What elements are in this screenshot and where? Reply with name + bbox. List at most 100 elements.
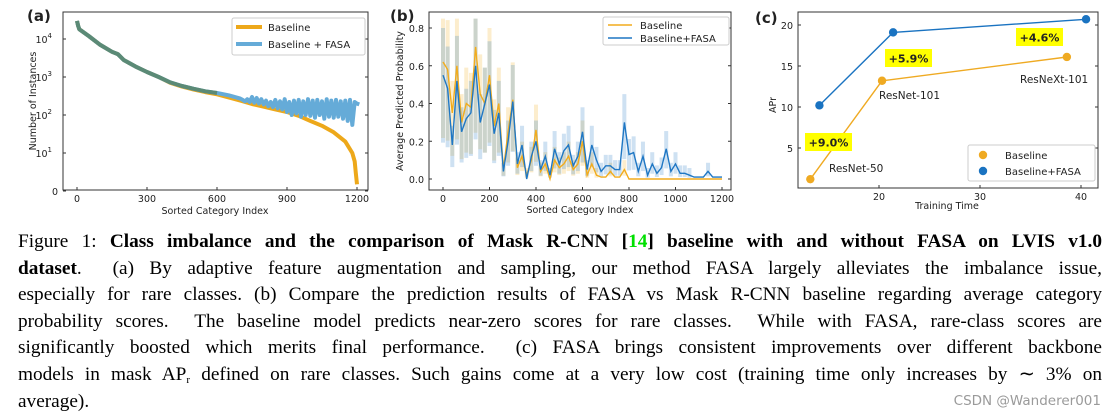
y-tick-label: 0.8: [409, 24, 424, 35]
y-tick-exponent: 1: [48, 146, 52, 154]
legend: Baseline Baseline + FASA: [231, 17, 366, 56]
point-label: ResNet-50: [829, 163, 883, 175]
point-label: ResNeXt-101: [1020, 74, 1088, 86]
plot-frame: [62, 11, 369, 191]
caption-line: dataset. (a) By adaptive feature augment…: [18, 256, 1102, 283]
x-tick-label: 1000: [663, 194, 687, 205]
caption-line: probability scores. The baseline model p…: [18, 309, 1102, 336]
y-tick-label: 0.0: [409, 175, 424, 186]
caption-text: models in mask AP: [18, 363, 187, 385]
y-tick-base: 10: [35, 73, 47, 84]
plot-frame: [797, 11, 1099, 189]
gain-label: +4.6%: [1020, 32, 1060, 45]
panel-label-c: (c): [755, 9, 778, 27]
y-tick-label: 104: [35, 32, 52, 46]
data-point: [1062, 52, 1072, 62]
plot-frame: [428, 11, 732, 191]
series-line-baseline: [442, 46, 722, 182]
x-axis-label: Sorted Category Index: [527, 205, 634, 216]
data-point: [815, 101, 824, 110]
x-tick-label: 0: [440, 194, 446, 205]
y-tick-base: 10: [35, 111, 47, 122]
data-point: [888, 28, 898, 37]
caption-line: Figure 1: Class imbalance and the compar…: [18, 229, 1102, 256]
y-tick-label: 0.6: [409, 62, 424, 73]
series-line-baseline-fasa: [442, 65, 722, 180]
y-tick-label: 15: [781, 62, 793, 73]
legend-box: [602, 16, 730, 46]
caption-text: defined on rare classes. Such gains come…: [190, 363, 1102, 385]
citation-link[interactable]: 14: [628, 231, 648, 252]
x-tick-label: 300: [138, 194, 156, 205]
legend-label: Baseline: [640, 21, 682, 32]
gain-highlight: [805, 133, 852, 151]
y-tick-label: 20: [781, 21, 793, 32]
x-tick-label: 1200: [710, 194, 734, 205]
caption-text: Class imbalance and the comparison of Ma…: [109, 231, 629, 252]
panel-label-b: (b): [390, 7, 414, 25]
y-tick-exponent: 2: [48, 108, 52, 116]
x-axis-label: Training Time: [914, 201, 979, 212]
figure-caption: Figure 1: Class imbalance and the compar…: [18, 229, 1102, 415]
x-tick-label: 600: [573, 194, 591, 205]
legend-box: [967, 144, 1096, 182]
data-point: [1081, 15, 1091, 24]
x-tick-label: 0: [74, 194, 80, 205]
caption-text: dataset: [18, 257, 77, 279]
caption-text: significantly boosted which merits final…: [18, 337, 1102, 359]
legend-label: Baseline: [268, 23, 310, 34]
y-tick-exponent: 3: [48, 70, 52, 78]
y-tick-label: 5: [787, 144, 793, 155]
y-tick-label: 0.4: [409, 100, 424, 111]
gain-label: +9.0%: [809, 137, 849, 150]
caption-line: average).: [18, 389, 1102, 416]
y-tick-label: 103: [35, 70, 52, 84]
caption-text: Figure 1:: [18, 231, 110, 252]
y-tick-label: 102: [35, 108, 52, 122]
data-point: [806, 174, 815, 184]
caption-line: especially for rare classes. (b) Compare…: [18, 282, 1102, 309]
legend-label: Baseline+FASA: [1005, 167, 1081, 178]
caption-text: especially for rare classes. (b) Compare…: [18, 284, 1102, 306]
series-overlap-line: [75, 20, 218, 95]
y-tick-base: 10: [35, 149, 47, 160]
caption-text: r: [186, 373, 191, 386]
y-tick-label: 0.2: [409, 137, 424, 148]
legend: Baseline Baseline+FASA: [602, 16, 730, 46]
y-tick-base: 10: [35, 35, 47, 46]
legend-marker: [978, 166, 988, 176]
watermark: CSDN @Wanderer001: [953, 393, 1101, 409]
x-tick-label: 200: [480, 194, 498, 205]
legend-box: [231, 17, 366, 56]
point-label: ResNet-101: [879, 90, 940, 102]
gain-highlight: [1016, 28, 1063, 46]
legend-label: Baseline+FASA: [640, 34, 716, 45]
data-point: [877, 76, 887, 85]
caption-line: models in mask APr defined on rare class…: [18, 362, 1102, 389]
x-tick-label: 400: [527, 194, 545, 205]
legend: Baseline Baseline+FASA: [967, 144, 1096, 182]
y-axis-label: APr: [768, 97, 779, 113]
x-tick-label: 600: [208, 194, 226, 205]
caption-line: significantly boosted which merits final…: [18, 335, 1102, 362]
x-tick-label: 20: [873, 192, 885, 203]
x-tick-label: 40: [1075, 192, 1087, 203]
chart-b: (b) 0 200 400 600 800 1000 1200 0.0 0.2 0.4 0.6 0.8 S…: [390, 7, 734, 216]
gain-highlight: [885, 49, 932, 67]
legend-label: Baseline + FASA: [268, 40, 350, 51]
y-tick-exponent: 4: [48, 32, 53, 40]
y-axis-label: Number of Instances: [28, 52, 39, 151]
y-axis-label: Average Predicted Probability: [395, 31, 406, 171]
gain-label: +5.9%: [889, 53, 929, 66]
caption-text: . (a) By adaptive feature augmentation a…: [76, 257, 1102, 279]
legend-marker: [978, 150, 988, 160]
panel-label-a: (a): [27, 7, 51, 25]
y-tick-label: 10: [781, 103, 793, 114]
x-tick-label: 900: [278, 194, 296, 205]
caption-text: ] baseline with and without FASA on LVIS…: [647, 231, 1103, 252]
x-tick-label: 800: [620, 194, 638, 205]
x-axis-label: Sorted Category Index: [162, 206, 269, 217]
